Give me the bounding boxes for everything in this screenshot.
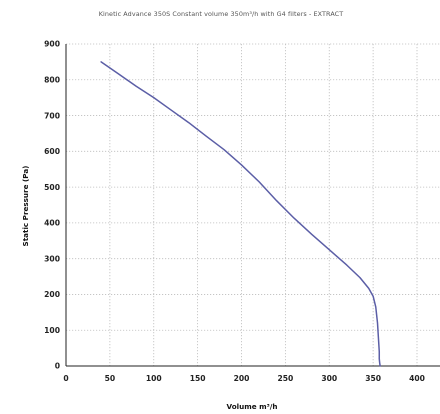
x-tick-label: 350: [365, 374, 381, 383]
y-tick-label: 700: [44, 111, 60, 120]
y-tick-label: 100: [44, 326, 60, 335]
x-tick-label: 250: [277, 374, 293, 383]
x-tick-label: 150: [190, 374, 206, 383]
y-tick-label: 900: [44, 40, 60, 49]
y-tick-label: 300: [44, 254, 60, 263]
x-tick-label: 0: [63, 374, 68, 383]
axes-layer: [65, 44, 440, 367]
y-tick-label: 600: [44, 147, 60, 156]
ticks-layer: 0 100 200 300 400 500 600 700 800 900 0 50 100 150 200…: [44, 40, 425, 383]
x-tick-label: 200: [234, 374, 250, 383]
y-tick-label: 800: [44, 75, 60, 84]
chart-title: Kinetic Advance 350S Constant volume 350…: [99, 10, 344, 18]
y-axis-label: Static Pressure (Pa): [21, 166, 30, 247]
y-tick-label: 0: [55, 362, 60, 371]
x-tick-label: 100: [146, 374, 162, 383]
x-axis-label: Volume m³/h: [227, 402, 278, 411]
grid-layer: [66, 43, 440, 366]
y-tick-label: 500: [44, 183, 60, 192]
x-tick-label: 50: [105, 374, 116, 383]
y-tick-label: 200: [44, 290, 60, 299]
series-line: [100, 61, 381, 367]
x-tick-label: 400: [409, 374, 425, 383]
series-layer: [100, 61, 381, 367]
y-tick-label: 400: [44, 219, 60, 228]
x-tick-label: 300: [321, 374, 337, 383]
